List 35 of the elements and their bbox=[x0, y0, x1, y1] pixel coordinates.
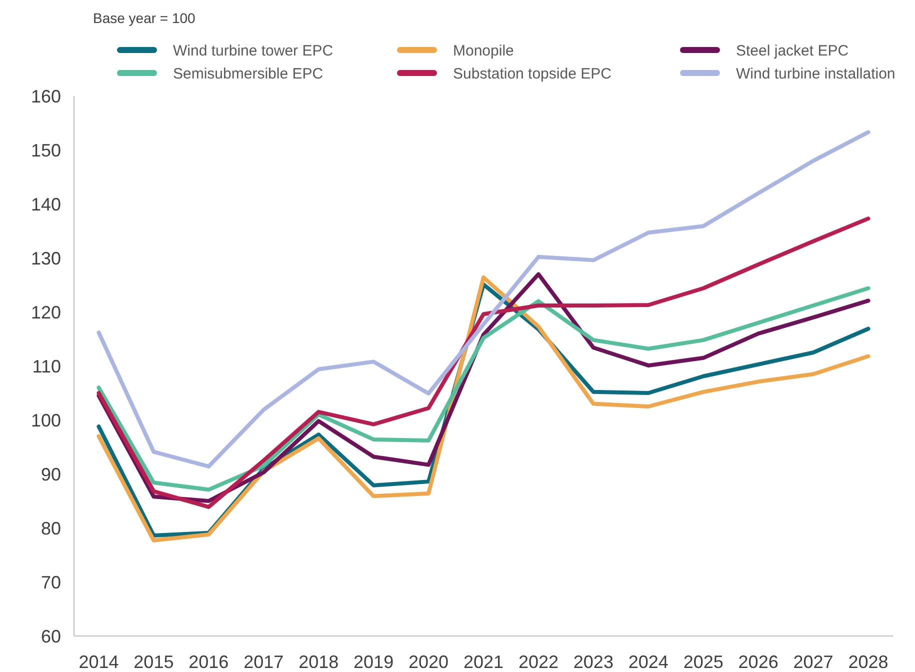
y-tick-label: 60 bbox=[40, 626, 61, 646]
y-tick-label: 90 bbox=[40, 464, 61, 484]
legend-label: Monopile bbox=[453, 42, 514, 60]
x-tick-label: 2016 bbox=[188, 652, 229, 672]
x-tick-label: 2025 bbox=[683, 652, 724, 672]
x-tick-label: 2023 bbox=[573, 652, 614, 672]
y-axis-title: Base year = 100 bbox=[93, 10, 196, 26]
x-tick-label: 2017 bbox=[244, 652, 284, 672]
x-tick-label: 2021 bbox=[463, 652, 504, 672]
x-tick-label: 2019 bbox=[354, 652, 394, 672]
x-tick-label: 2024 bbox=[628, 652, 668, 672]
x-tick-label: 2026 bbox=[738, 652, 778, 672]
x-tick-label: 2020 bbox=[408, 652, 449, 672]
x-tick-label: 2027 bbox=[793, 652, 834, 672]
legend-label: Steel jacket EPC bbox=[736, 42, 849, 60]
y-tick-label: 100 bbox=[30, 410, 61, 430]
y-tick-label: 120 bbox=[30, 302, 61, 322]
y-tick-label: 140 bbox=[30, 194, 61, 214]
line-series bbox=[96, 130, 870, 468]
x-tick-label: 2015 bbox=[134, 652, 174, 672]
y-tick-label: 110 bbox=[32, 356, 61, 376]
y-tick-label: 80 bbox=[40, 518, 61, 538]
x-tick-label: 2022 bbox=[518, 652, 558, 672]
legend-label: Substation topside EPC bbox=[453, 65, 612, 82]
x-tick-label: 2018 bbox=[298, 652, 339, 672]
y-tick-label: 70 bbox=[40, 572, 61, 592]
legend-label: Semisubmersible EPC bbox=[173, 65, 324, 82]
legend-label: Wind turbine installation bbox=[736, 65, 896, 82]
legend-label: Wind turbine tower EPC bbox=[173, 42, 334, 60]
x-tick-label: 2028 bbox=[848, 652, 888, 672]
y-tick-label: 130 bbox=[30, 248, 61, 268]
line-series bbox=[96, 216, 870, 509]
x-tick-label: 2014 bbox=[78, 652, 119, 672]
y-tick-label: 150 bbox=[30, 140, 61, 160]
y-tick-label: 160 bbox=[30, 86, 61, 106]
